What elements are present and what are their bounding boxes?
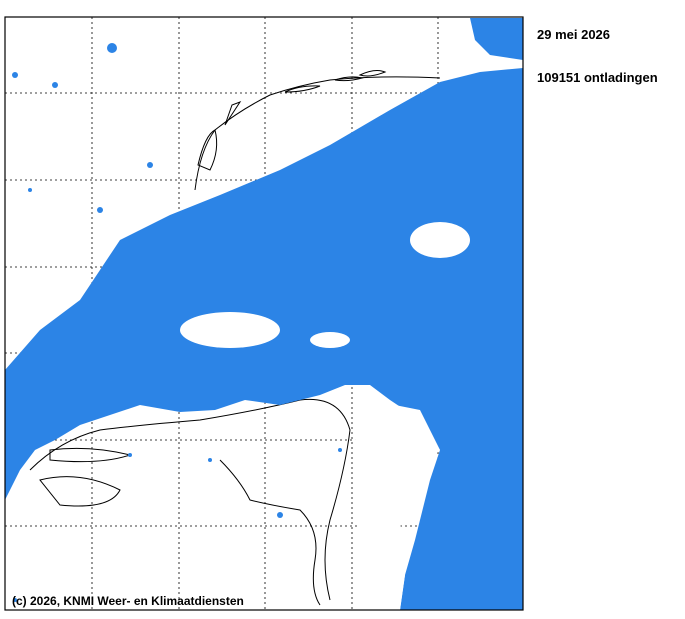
date-label: 29 mei 2026 <box>537 27 611 42</box>
credit: (c) 2026, KNMI Weer- en Klimaatdiensten <box>12 594 244 608</box>
discharge-count: 109151 ontladingen <box>537 70 658 85</box>
lightning-density <box>5 18 523 610</box>
gaps <box>180 222 470 610</box>
map-frame <box>4 16 524 611</box>
map-area <box>5 17 523 610</box>
